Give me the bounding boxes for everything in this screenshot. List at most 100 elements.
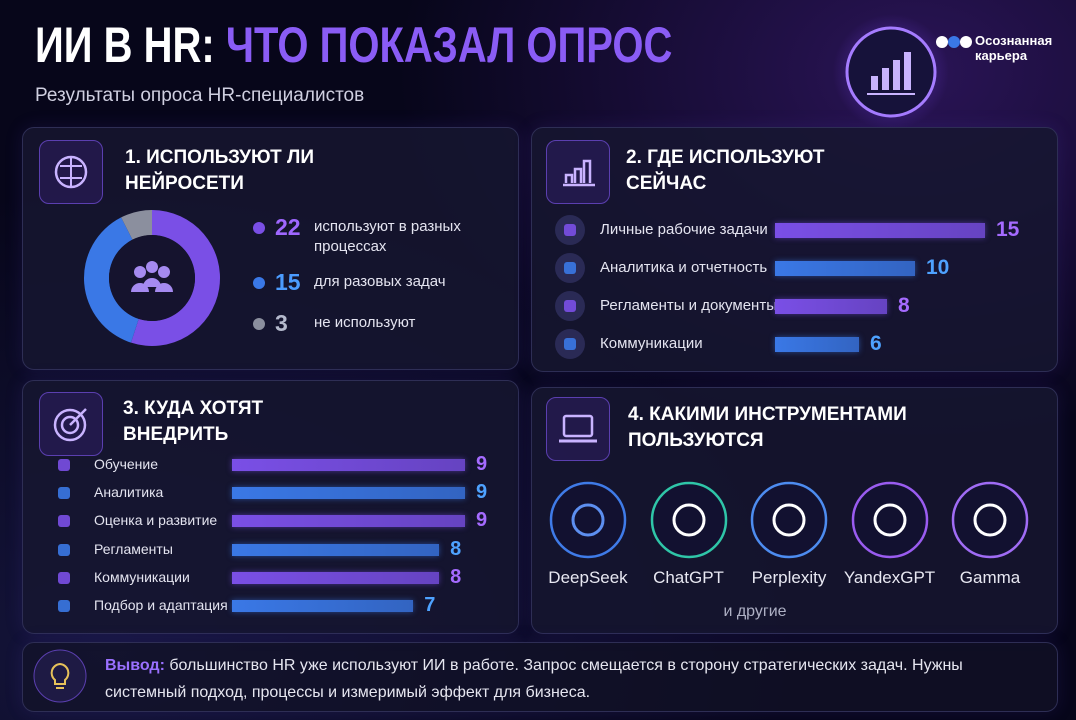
tool-ring (549, 481, 627, 559)
tool-ring (650, 481, 727, 559)
subtitle: Результаты опроса HR-специалистов (35, 85, 365, 106)
legend-value: 3 (275, 310, 288, 336)
page-title: ИИ В HR: ЧТО ПОКАЗАЛ ОПРОС (35, 16, 672, 74)
tool-name: DeepSeek (548, 568, 628, 587)
row-icon-glyph (58, 515, 70, 528)
bar-label: Подбор и адаптация (94, 597, 228, 613)
row-icon-glyph (564, 224, 576, 236)
legend-label: для разовых задач (314, 273, 446, 290)
donut (83, 210, 221, 346)
row-icon-glyph (58, 571, 70, 584)
bar (775, 336, 859, 352)
tool-glyph (973, 503, 1007, 537)
bar (232, 487, 465, 500)
tool-glyph (772, 503, 806, 537)
tools-other: и другие (723, 603, 787, 620)
tool-ring (851, 481, 928, 559)
row-icon (58, 515, 70, 528)
row-icon (555, 253, 585, 283)
bar (775, 298, 887, 314)
legend-label: используют в разных процессах (314, 218, 461, 255)
logo-text: Осознанная карьера (975, 33, 1052, 63)
panel (22, 642, 1058, 712)
tool-ring (750, 481, 828, 559)
bar-value: 9 (476, 453, 488, 475)
donut-segment (130, 210, 221, 346)
bar (232, 600, 414, 612)
logo-line: карьера (975, 48, 1028, 63)
people-icon (146, 261, 158, 273)
row-icon (58, 543, 70, 556)
row-icon-glyph (58, 600, 70, 612)
legend-dot (253, 318, 265, 330)
bar-label: Аналитика и отчетность (600, 259, 768, 276)
panel-title: 3. КУДА ХОТЯТ ВНЕДРИТЬ (123, 398, 264, 445)
bar (232, 543, 440, 556)
row-icon (555, 215, 585, 245)
row-icon-glyph (564, 300, 576, 312)
row-icon (555, 329, 585, 359)
tool-name: Gamma (959, 568, 1021, 587)
bar-label: Коммуникации (600, 335, 703, 352)
bar (232, 515, 465, 528)
tool-glyph (873, 503, 906, 537)
conclusion: Вывод: большинство HR уже используют ИИ … (105, 652, 965, 706)
bar-label: Регламенты и документы (600, 297, 777, 314)
tool-logo (951, 481, 1029, 559)
bar-value: 10 (926, 256, 950, 279)
bar (232, 459, 465, 471)
people-icon (143, 278, 161, 287)
icon-box (546, 397, 610, 461)
bar-value: 9 (476, 509, 488, 532)
tool-name: ChatGPT (653, 568, 724, 587)
panel-title: 1. ИСПОЛЬЗУЮТ ЛИ НЕЙРОСЕТИ (125, 147, 314, 194)
tool-glyph (672, 503, 705, 537)
bar-value: 9 (476, 481, 488, 504)
legend-value: 22 (275, 214, 301, 240)
tool-logo (750, 481, 828, 559)
donut-segment (121, 210, 152, 240)
title-part: ЧТО ПОКАЗАЛ ОПРОС (225, 17, 673, 73)
row-icon-glyph (58, 459, 70, 471)
row-icon-glyph (564, 262, 576, 274)
tool-logo (650, 481, 727, 559)
people-icon (158, 266, 170, 278)
tool-name: Perplexity (751, 568, 827, 587)
tool-ring (951, 481, 1029, 559)
logo-mark (936, 36, 972, 48)
icon-box (39, 140, 103, 204)
row-icon (58, 459, 70, 471)
logo-line: Осознанная (975, 33, 1053, 48)
row-icon-glyph (58, 487, 70, 500)
bar (775, 222, 985, 238)
bar-value: 8 (898, 294, 910, 317)
legend-value: 15 (275, 269, 301, 295)
row-icon (58, 600, 70, 612)
tool-logo (851, 481, 928, 559)
bar-value: 8 (450, 565, 462, 588)
people-icon (134, 266, 146, 278)
bar (232, 571, 440, 584)
bar-value: 15 (996, 218, 1020, 241)
bar (775, 260, 915, 276)
tool-logo (549, 481, 627, 559)
donut-segment (83, 217, 139, 343)
bar-value: 7 (424, 594, 436, 616)
bar-label: Личные рабочие задачи (600, 221, 768, 238)
hero-icon (833, 14, 949, 130)
panel-title: 4. КАКИМИ ИНСТРУМЕНТАМИ ПОЛЬЗУЮТСЯ (628, 404, 907, 451)
legend-dot (253, 222, 265, 234)
bar-value: 6 (870, 332, 882, 355)
row-icon-glyph (58, 543, 70, 556)
row-icon-glyph (564, 338, 576, 350)
icon-box (546, 140, 610, 204)
bar-label: Оценка и развитие (94, 512, 218, 529)
row-icon (58, 487, 70, 500)
row-icon (555, 291, 585, 321)
legend-label: не используют (314, 314, 416, 331)
title-part: ИИ В HR: (35, 17, 215, 73)
conclusion-label: Вывод: (105, 657, 165, 674)
legend-dot (253, 277, 265, 289)
row-icon (58, 571, 70, 584)
